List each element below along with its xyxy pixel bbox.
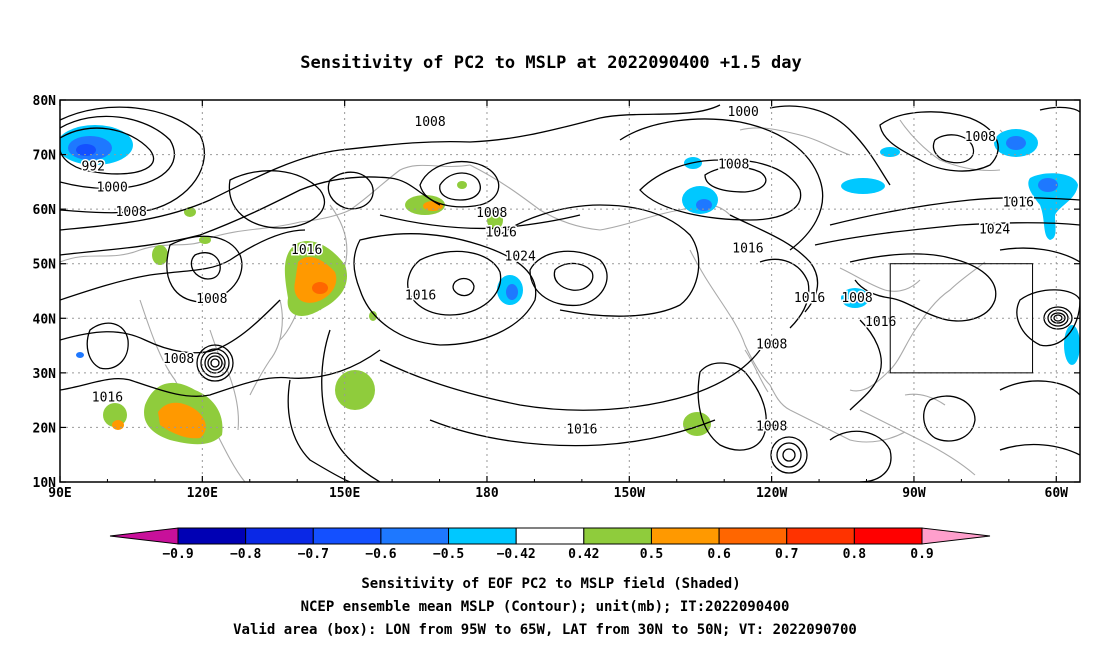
contour-label: 1008 [756, 337, 787, 352]
contour-label: 1008 [965, 130, 996, 145]
colorbar-swatch [650, 527, 720, 545]
caption-line-3: Valid area (box): LON from 95W to 65W, L… [233, 622, 857, 638]
colorbar-label: −0.42 [497, 547, 536, 562]
contour-label: 1008 [476, 206, 507, 221]
colorbar-label: 0.6 [707, 547, 731, 562]
colorbar-label: 0.42 [568, 547, 599, 562]
colorbar-swatch [515, 527, 585, 545]
lat-tick-label: 60N [33, 203, 57, 218]
latitude-axis: 80N 70N 60N 50N 40N 30N 20N 10N [33, 94, 1080, 491]
contour-label: 1008 [718, 157, 749, 172]
lon-tick-label: 60W [1045, 486, 1069, 501]
contour-label: 1024 [505, 250, 536, 265]
caption-line-2: NCEP ensemble mean MSLP (Contour); unit(… [301, 599, 790, 615]
lat-tick-label: 10N [33, 476, 57, 491]
colorbar-swatch [380, 527, 450, 545]
contour-label: 1008 [116, 205, 147, 220]
colorbar-label: 0.9 [910, 547, 933, 562]
contour-label: 1008 [756, 419, 787, 434]
contour-label: 1000 [728, 105, 759, 120]
colorbar-swatch [245, 527, 314, 545]
figure-title: Sensitivity of PC2 to MSLP at 2022090400… [300, 53, 802, 73]
gridlines [60, 100, 1080, 482]
valid-area-box [889, 263, 1034, 374]
caption-line-1: Sensitivity of EOF PC2 to MSLP field (Sh… [361, 576, 740, 592]
colorbar-swatch [786, 527, 855, 545]
contour-labels: 992 1000 1008 1008 1008 1016 1016 1008 1008 1016 1… [80, 104, 1036, 440]
colorbar: −0.9 −0.8 −0.7 −0.6 −0.5 −0.42 0.42 0.5 0.6 0.7 0.… [109, 527, 991, 562]
colorbar-swatch [853, 527, 923, 545]
contour-label: 1016 [486, 226, 517, 241]
colorbar-label: −0.6 [365, 547, 396, 562]
map-frame [59, 99, 1081, 483]
colorbar-swatch [177, 527, 247, 545]
lat-tick-label: 50N [33, 258, 57, 273]
colorbar-label: 0.7 [775, 547, 798, 562]
contour-label: 1016 [566, 423, 597, 438]
lon-tick-label: 90W [902, 486, 926, 501]
contour-label: 992 [81, 160, 104, 175]
contour-label: 1016 [291, 243, 322, 258]
longitude-axis: 90E 120E 150E 180 150W 120W 90W 60W [48, 100, 1068, 501]
contour-label: 1016 [865, 315, 896, 330]
colorbar-swatch [448, 527, 517, 545]
colorbar-label: −0.9 [162, 547, 193, 562]
contour-label: 1008 [414, 115, 445, 130]
lat-tick-label: 40N [33, 312, 57, 327]
contour-label: 1024 [979, 222, 1010, 237]
contour-label: 1008 [163, 352, 194, 367]
lat-tick-label: 20N [33, 421, 57, 436]
contour-label: 1016 [405, 288, 436, 303]
contour-label: 1016 [794, 291, 825, 306]
contour-label: 1008 [841, 291, 872, 306]
lon-tick-label: 120W [756, 486, 787, 501]
colorbar-label: 0.8 [843, 547, 867, 562]
lat-tick-label: 80N [33, 94, 57, 109]
colorbar-arrow-high [921, 527, 991, 545]
map-panel: 992 1000 1008 1008 1008 1016 1016 1008 1008 1016 1… [33, 94, 1081, 501]
contour-label: 1016 [92, 390, 123, 405]
sensitivity-shading [60, 125, 1080, 445]
lon-tick-label: 90E [48, 486, 71, 501]
contour-label: 1008 [196, 292, 227, 307]
contour-label: 1000 [97, 180, 128, 195]
caption: Sensitivity of EOF PC2 to MSLP field (Sh… [233, 576, 857, 638]
colorbar-swatch [583, 527, 652, 545]
colorbar-arrow-low [109, 527, 179, 545]
lat-tick-label: 70N [33, 149, 57, 164]
colorbar-label: −0.8 [230, 547, 261, 562]
lon-tick-label: 180 [475, 486, 499, 501]
contour-label: 1016 [1003, 196, 1034, 211]
lon-tick-label: 150E [329, 486, 360, 501]
map-background [60, 100, 1080, 482]
colorbar-label: −0.5 [433, 547, 464, 562]
colorbar-swatch [718, 527, 788, 545]
contour-label: 1016 [732, 241, 763, 256]
colorbar-swatch [312, 527, 382, 545]
lon-tick-label: 150W [614, 486, 645, 501]
lon-tick-label: 120E [187, 486, 218, 501]
colorbar-label: −0.7 [298, 547, 329, 562]
colorbar-label: 0.5 [640, 547, 663, 562]
lat-tick-label: 30N [33, 367, 57, 382]
